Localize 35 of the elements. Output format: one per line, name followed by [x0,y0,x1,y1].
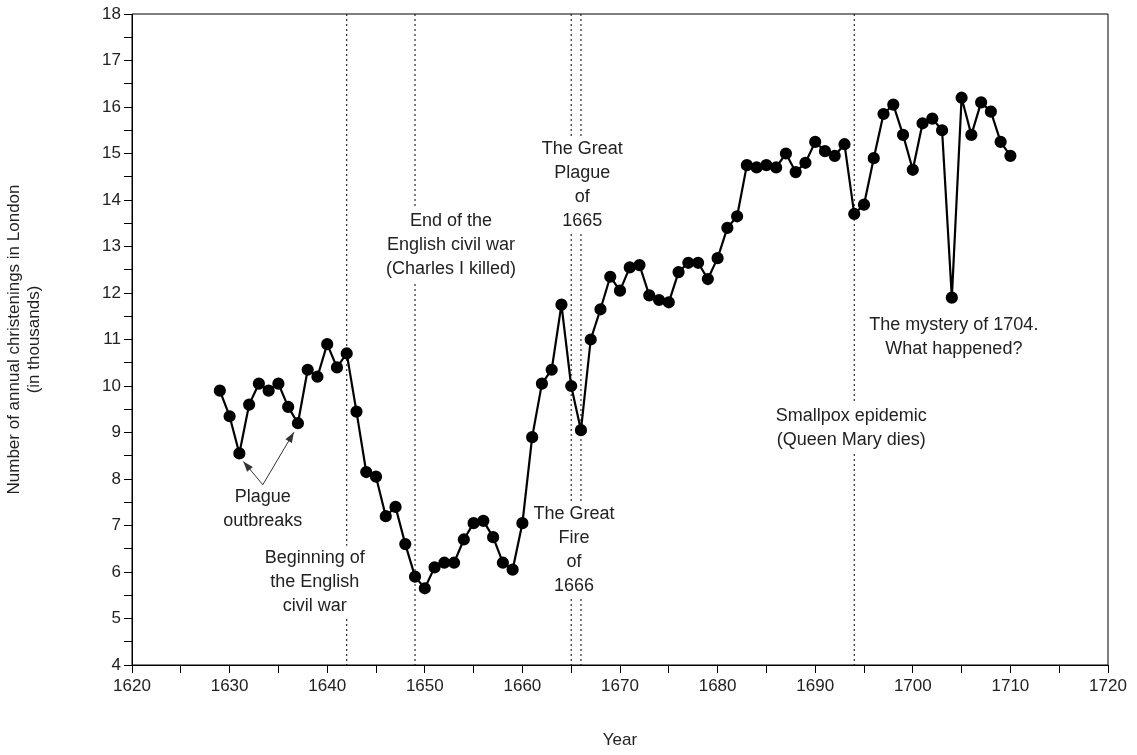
ref-line-label: The Great Fire of 1666 [533,502,615,595]
x-tick-label: 1620 [113,675,151,695]
y-tick-label: 13 [102,236,121,256]
y-tick-label: 10 [102,375,121,395]
ref-line-label: The Great Plague of 1665 [541,138,623,231]
ref-line-label: End of the English civil war (Charles I killed) [386,210,517,279]
x-tick-label: 1670 [601,675,639,695]
x-tick-label: 1680 [698,675,737,695]
x-tick-label: 1700 [893,675,932,695]
x-tick-label: 1720 [1089,675,1127,695]
y-tick-label: 9 [111,422,121,442]
y-tick-label: 15 [102,143,121,163]
y-tick-label: 4 [111,654,121,674]
y-tick-label: 17 [102,50,121,70]
annotation: Plague outbreaks [223,485,303,530]
x-tick-label: 1710 [991,675,1030,695]
x-axis-title: Year [602,730,638,750]
ref-line-label: Smallpox epidemic (Queen Mary dies) [775,405,927,449]
y-axis-title: Number of annual christenings in London (in thousands) [3,184,44,495]
y-tick-label: 12 [102,282,121,302]
y-tick-label: 6 [111,561,121,581]
y-tick-label: 5 [111,608,121,628]
x-tick-label: 1630 [210,675,249,695]
x-tick-label: 1640 [308,675,347,695]
annotation: The mystery of 1704. What happened? [869,313,1039,358]
x-tick-label: 1650 [405,675,444,695]
y-tick-label: 14 [102,189,121,209]
y-tick-label: 16 [102,96,121,116]
y-tick-label: 18 [102,3,121,23]
x-tick-label: 1660 [503,675,542,695]
y-tick-label: 7 [111,515,121,535]
x-tick-label: 1690 [796,675,835,695]
y-tick-label: 11 [103,329,121,349]
ref-line-label: Beginning of the English civil war [264,546,366,615]
y-tick-label: 8 [111,468,121,488]
